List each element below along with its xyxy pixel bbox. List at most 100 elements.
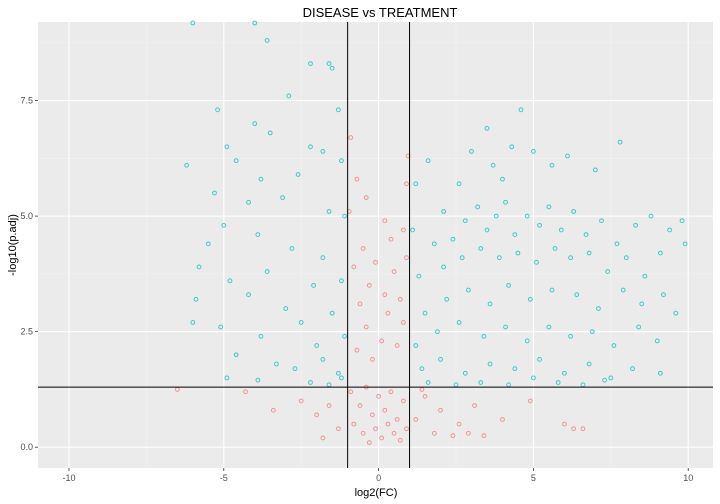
point-not-significant: [370, 412, 375, 418]
point-not-significant: [438, 407, 443, 413]
point-significant: [524, 338, 530, 344]
point-significant: [623, 255, 629, 261]
point-significant: [657, 250, 663, 256]
point-significant: [630, 366, 635, 372]
point-not-significant: [388, 236, 394, 242]
point-significant: [314, 343, 320, 348]
point-not-significant: [527, 398, 533, 404]
point-significant: [506, 283, 512, 288]
point-not-significant: [357, 301, 363, 307]
point-significant: [549, 287, 555, 293]
y-tick-label: 7.5: [20, 96, 33, 106]
point-significant: [413, 181, 419, 187]
point-significant: [611, 343, 617, 348]
point-significant: [592, 167, 598, 173]
point-not-significant: [400, 398, 406, 404]
point-significant: [456, 320, 462, 325]
point-significant: [484, 125, 490, 131]
point-significant: [487, 361, 493, 367]
point-significant: [233, 158, 239, 164]
point-significant: [193, 296, 199, 302]
point-significant: [574, 292, 580, 298]
point-significant: [425, 380, 431, 385]
point-not-significant: [351, 421, 357, 427]
point-not-significant: [388, 389, 394, 395]
point-significant: [320, 149, 326, 154]
point-not-significant: [326, 403, 332, 409]
point-significant: [478, 380, 484, 385]
point-not-significant: [373, 426, 378, 432]
point-not-significant: [571, 426, 577, 432]
point-significant: [465, 287, 471, 293]
point-significant: [252, 20, 258, 26]
point-significant: [682, 241, 688, 247]
point-significant: [565, 153, 570, 159]
point-significant: [512, 232, 518, 238]
point-not-significant: [366, 440, 372, 445]
point-not-significant: [456, 421, 462, 427]
point-significant: [224, 375, 230, 381]
point-significant: [339, 158, 344, 164]
point-significant: [478, 246, 484, 251]
point-not-significant: [561, 421, 567, 427]
point-not-significant: [422, 393, 428, 399]
point-significant: [620, 287, 626, 293]
point-significant: [233, 352, 239, 358]
point-significant: [441, 209, 447, 214]
point-not-significant: [373, 259, 378, 265]
point-significant: [227, 278, 233, 284]
point-significant: [252, 121, 258, 127]
chart-title: DISEASE vs TREATMENT: [303, 5, 458, 20]
point-significant: [196, 264, 202, 270]
point-significant: [657, 370, 663, 376]
point-significant: [419, 366, 425, 372]
point-significant: [500, 176, 505, 182]
point-not-significant: [363, 324, 369, 330]
point-significant: [639, 301, 645, 307]
point-significant: [308, 380, 313, 385]
x-tick-label: -5: [220, 473, 228, 483]
point-not-significant: [363, 195, 369, 201]
point-significant: [515, 250, 521, 256]
point-significant: [308, 61, 313, 66]
point-significant: [205, 241, 211, 247]
point-not-significant: [400, 227, 406, 233]
point-significant: [422, 310, 428, 316]
point-significant: [212, 190, 217, 196]
point-significant: [410, 227, 416, 233]
point-not-significant: [382, 407, 388, 413]
point-not-significant: [580, 426, 586, 432]
point-not-significant: [385, 421, 391, 427]
point-not-significant: [376, 393, 381, 399]
point-not-significant: [404, 181, 409, 187]
point-not-significant: [270, 407, 276, 413]
point-significant: [527, 296, 533, 302]
point-not-significant: [394, 417, 400, 422]
point-significant: [264, 38, 270, 43]
point-not-significant: [382, 218, 388, 224]
point-not-significant: [394, 343, 400, 348]
point-significant: [264, 269, 270, 274]
point-significant: [633, 222, 638, 228]
point-significant: [534, 259, 539, 265]
point-significant: [255, 377, 261, 383]
point-significant: [280, 195, 286, 201]
point-significant: [258, 333, 264, 339]
point-significant: [329, 65, 335, 71]
point-not-significant: [360, 246, 366, 251]
point-significant: [292, 366, 298, 372]
point-significant: [602, 377, 608, 383]
point-not-significant: [320, 435, 326, 441]
point-significant: [487, 301, 493, 307]
point-not-significant: [397, 437, 403, 443]
point-significant: [286, 93, 292, 99]
point-significant: [475, 204, 481, 210]
point-significant: [298, 320, 304, 325]
point-significant: [438, 356, 443, 362]
point-significant: [561, 370, 567, 376]
point-significant: [583, 232, 589, 238]
point-significant: [190, 320, 196, 325]
point-significant: [586, 361, 592, 367]
point-significant: [549, 162, 555, 168]
point-significant: [326, 61, 332, 66]
